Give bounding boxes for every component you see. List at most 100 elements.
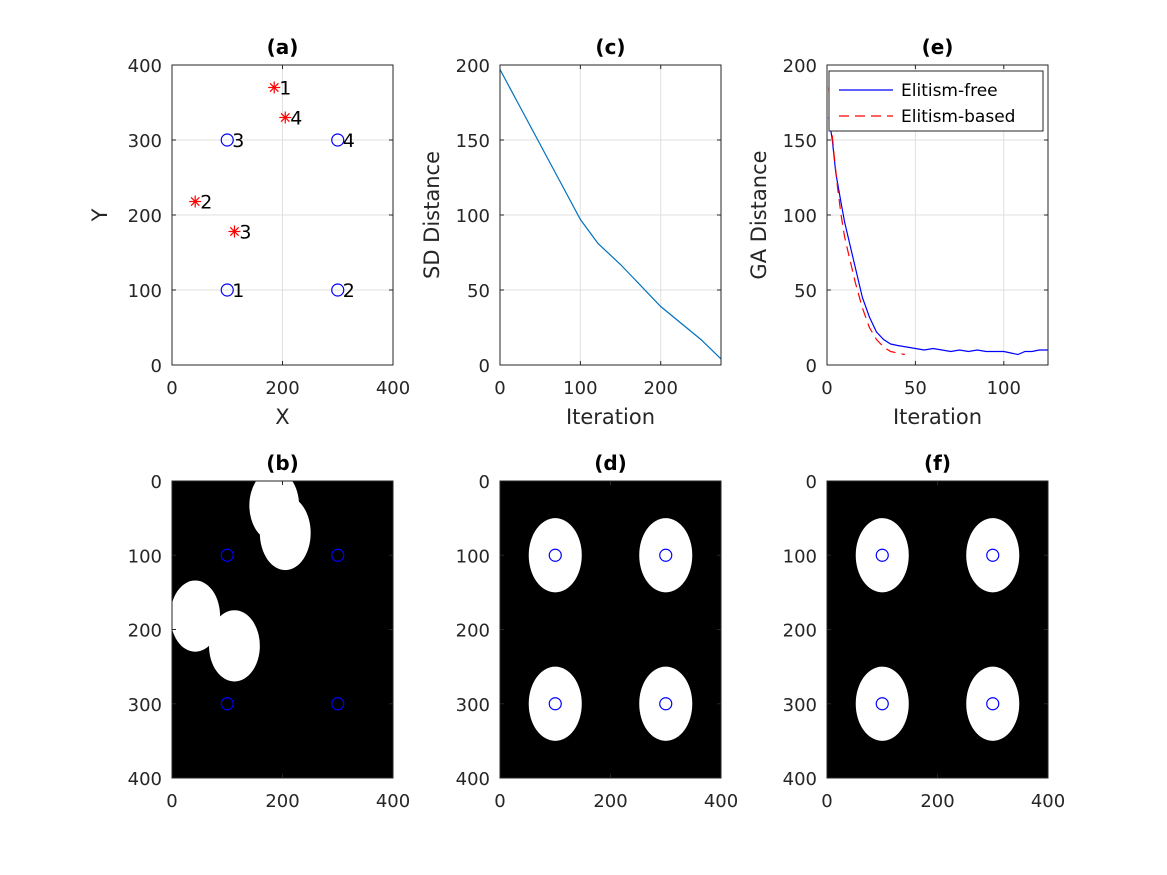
point-label: 2 (200, 192, 212, 214)
blob (966, 666, 1020, 741)
y-axis-label: SD Distance (420, 151, 444, 279)
y-tick-label: 100 (783, 206, 817, 227)
legend-label: Elitism-based (901, 107, 1015, 127)
x-tick-label: 200 (593, 791, 627, 812)
series-line-1 (828, 87, 905, 356)
circle-marker (331, 283, 345, 297)
x-tick-label: 0 (166, 791, 177, 812)
y-tick-label: 0 (479, 472, 490, 493)
x-tick-label: 50 (904, 378, 927, 399)
circle-marker (331, 133, 345, 147)
plot-content (189, 81, 345, 297)
y-tick-label: 200 (783, 621, 817, 642)
y-tick-label: 100 (456, 546, 490, 567)
panel-c: 0 100 200 0 50 100 150 200 (c) Iteration SD Distan… (420, 35, 722, 429)
y-tick-label: 300 (128, 131, 162, 152)
legend-box (828, 70, 1044, 132)
y-tick-label: 200 (783, 56, 817, 77)
blob (528, 518, 582, 593)
y-tick-label: 400 (128, 56, 162, 77)
y-tick-label: 300 (783, 695, 817, 716)
blob (209, 610, 260, 682)
plot-content (828, 87, 1048, 356)
y-tick-label: 0 (479, 356, 490, 377)
asterisk-stroke (229, 226, 240, 237)
blob (966, 518, 1020, 593)
x-tick-label: 0 (166, 378, 177, 399)
asterisk-stroke (269, 82, 279, 93)
circle-marker (220, 697, 234, 711)
blob (528, 666, 582, 741)
y-tick-label: 150 (783, 131, 817, 152)
panel-title: (b) (266, 451, 299, 475)
circle-marker (659, 697, 673, 711)
x-tick-label: 0 (821, 791, 832, 812)
x-tick-label: 400 (376, 378, 410, 399)
y-tick-label: 0 (151, 472, 162, 493)
point-label: 3 (232, 130, 244, 152)
blob (259, 495, 311, 571)
y-tick-label: 400 (456, 769, 490, 790)
point-label: 2 (343, 280, 355, 302)
y-tick-label: 200 (128, 206, 162, 227)
asterisk-marker (279, 111, 292, 124)
circle-marker (875, 548, 889, 562)
circle-marker (986, 548, 1000, 562)
panel-title: (a) (267, 35, 299, 59)
plot-content (172, 481, 345, 711)
x-tick-label: 400 (1031, 791, 1065, 812)
blob (639, 518, 693, 593)
y-axis-label: GA Distance (747, 150, 771, 279)
y-tick-label: 50 (794, 281, 817, 302)
circle-marker (659, 548, 673, 562)
y-tick-label: 50 (467, 281, 490, 302)
x-axis-label: X (275, 405, 289, 429)
y-tick-label: 300 (456, 695, 490, 716)
y-axis-label: Y (88, 208, 112, 222)
x-tick-label: 200 (644, 378, 678, 399)
circle-marker (220, 133, 234, 147)
y-tick-label: 150 (456, 131, 490, 152)
blob (172, 580, 221, 652)
circle-marker (220, 283, 234, 297)
plot-content (855, 518, 1020, 741)
blob (855, 518, 909, 593)
x-axis-label: Iteration (566, 405, 655, 429)
plot-content (528, 518, 693, 741)
x-axis-label: Iteration (893, 405, 982, 429)
point-label: 3 (239, 222, 251, 244)
y-tick-label: 200 (456, 621, 490, 642)
series-line-0 (828, 117, 1048, 356)
point-label: 4 (290, 108, 302, 130)
legend: Elitism-free Elitism-based (828, 70, 1044, 132)
legend-label: Elitism-free (901, 81, 998, 101)
y-tick-label: 0 (806, 472, 817, 493)
y-tick-label: 100 (456, 206, 490, 227)
asterisk-marker (268, 81, 281, 94)
panel-title: (c) (595, 35, 625, 59)
point-label: 1 (232, 280, 244, 302)
x-tick-label: 0 (821, 378, 832, 399)
x-tick-label: 0 (494, 378, 505, 399)
circle-marker (548, 548, 562, 562)
blob (639, 666, 693, 741)
circle-marker (875, 697, 889, 711)
y-tick-label: 200 (128, 621, 162, 642)
x-tick-label: 100 (987, 378, 1021, 399)
asterisk-marker (189, 195, 202, 208)
panel-title: (e) (922, 35, 954, 59)
circle-marker (220, 548, 234, 562)
plot-area (500, 481, 721, 778)
circle-marker (986, 697, 1000, 711)
y-tick-label: 400 (128, 769, 162, 790)
y-tick-label: 100 (128, 546, 162, 567)
circle-marker (331, 548, 345, 562)
blob (855, 666, 909, 741)
x-tick-label: 400 (376, 791, 410, 812)
point-label: 4 (343, 130, 355, 152)
x-tick-label: 0 (494, 791, 505, 812)
